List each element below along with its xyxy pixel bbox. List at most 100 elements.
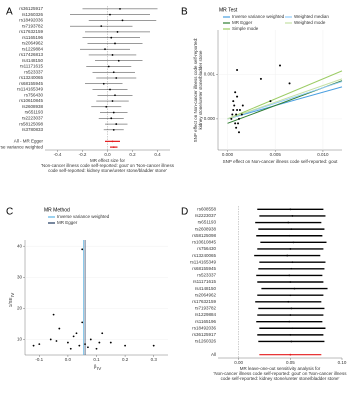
point <box>72 335 75 338</box>
y-tick-label: 40 <box>17 243 23 248</box>
fit-line <box>227 86 343 120</box>
point <box>107 65 110 68</box>
legend-title: MR Test <box>219 7 238 13</box>
fit-line <box>227 78 343 120</box>
point <box>81 321 84 324</box>
x-tick-label: 0.10 <box>338 360 347 365</box>
point <box>75 332 78 335</box>
x-tick-label: 0.010 <box>317 152 329 157</box>
point <box>236 109 239 111</box>
point <box>52 313 55 316</box>
point <box>115 77 118 79</box>
point <box>116 31 119 33</box>
legend-label: Simple mode <box>232 26 259 31</box>
legend-label: Inverse variance weighted <box>232 14 285 19</box>
row-label: rs2064962 <box>22 41 44 46</box>
point <box>279 64 281 67</box>
x-tick-label: 0.0 <box>65 357 72 362</box>
point <box>232 100 235 103</box>
point <box>290 228 293 231</box>
row-label: rs36125917 <box>192 332 216 337</box>
row-label: rs18492036 <box>19 18 43 23</box>
point <box>112 71 115 74</box>
point <box>235 113 238 116</box>
x-tick-label: 0.3 <box>151 357 158 362</box>
row-label: rs36125917 <box>19 6 43 11</box>
row-label: rs68155945 <box>19 81 43 86</box>
x-axis-label: MR leave-one-out sensitivity analysis fo… <box>240 366 321 371</box>
point <box>110 36 113 39</box>
row-label: rs523337 <box>197 273 216 278</box>
x-axis-label: code self-reported: kidney stone/ureter … <box>221 376 340 381</box>
point <box>288 234 291 237</box>
point <box>289 353 292 356</box>
row-label: rs4148150 <box>195 286 217 291</box>
point <box>288 320 291 323</box>
point <box>95 347 98 350</box>
row-label: rs1165196 <box>22 35 43 40</box>
x-axis-label: SNP effect on Non-cancer illness code se… <box>223 159 338 164</box>
row-label: rs1229884 <box>195 312 217 317</box>
y-tick-label: 0.000 <box>204 116 216 121</box>
point <box>112 111 115 114</box>
point <box>124 344 126 347</box>
point <box>237 131 240 134</box>
point <box>236 95 239 98</box>
point <box>237 117 240 120</box>
point <box>100 25 103 28</box>
row-label: rs13240065 <box>192 253 216 258</box>
x-tick-label: 0.00 <box>234 360 243 365</box>
row-label: All - MR Egger <box>14 139 44 144</box>
row-label: rs523337 <box>24 69 43 74</box>
point <box>230 117 233 120</box>
point <box>290 267 293 270</box>
row-label: rs17426813 <box>19 52 43 57</box>
point <box>289 248 292 250</box>
row-label: rs10610845 <box>192 240 216 245</box>
point <box>32 344 35 347</box>
x-tick-label: 0.005 <box>270 152 282 157</box>
point <box>238 109 241 111</box>
row-label: rs7193782 <box>22 23 44 28</box>
row-label: rs1260326 <box>195 339 217 344</box>
point <box>152 344 155 347</box>
point <box>119 7 121 10</box>
row-label: rs11171615 <box>193 279 217 284</box>
legend-label: MR Egger <box>232 20 253 25</box>
point <box>110 117 113 120</box>
point <box>232 109 235 111</box>
point <box>269 100 272 103</box>
row-label: rs2608938 <box>22 104 44 109</box>
point <box>114 94 116 97</box>
point <box>87 346 89 349</box>
point <box>109 88 111 91</box>
x-tick-label: -0.1 <box>35 357 43 362</box>
point <box>84 343 86 346</box>
row-label: rs2064962 <box>195 292 217 297</box>
y-tick-label: 20 <box>17 306 23 311</box>
x-tick-label: 0.2 <box>122 357 129 362</box>
point <box>240 113 243 116</box>
row-label: rs114165349 <box>17 87 43 92</box>
panel-letter: B <box>181 7 188 18</box>
x-tick-label: 0.000 <box>222 152 234 157</box>
point <box>101 332 104 335</box>
y-axis-label: SNP effect on Non-cancer illness code se… <box>193 38 198 143</box>
point <box>117 59 120 62</box>
point <box>115 123 118 125</box>
y-axis-label: kidney stone/ureter stone/bladder stone <box>198 50 203 130</box>
x-tick-label: 0.1 <box>93 357 100 362</box>
point <box>233 104 236 107</box>
row-label: rs756430 <box>24 92 43 97</box>
point <box>287 221 290 224</box>
row-label: rs2608938 <box>195 226 217 231</box>
row-label: rs651193 <box>198 220 217 225</box>
x-tick-label: -0.4 <box>54 152 62 157</box>
point <box>234 122 237 125</box>
row-label: rs1165196 <box>195 319 216 324</box>
point <box>112 146 115 149</box>
point <box>236 69 239 71</box>
row-label: rs18492036 <box>192 325 216 330</box>
y-axis-label: 1/SE <box>8 298 13 308</box>
